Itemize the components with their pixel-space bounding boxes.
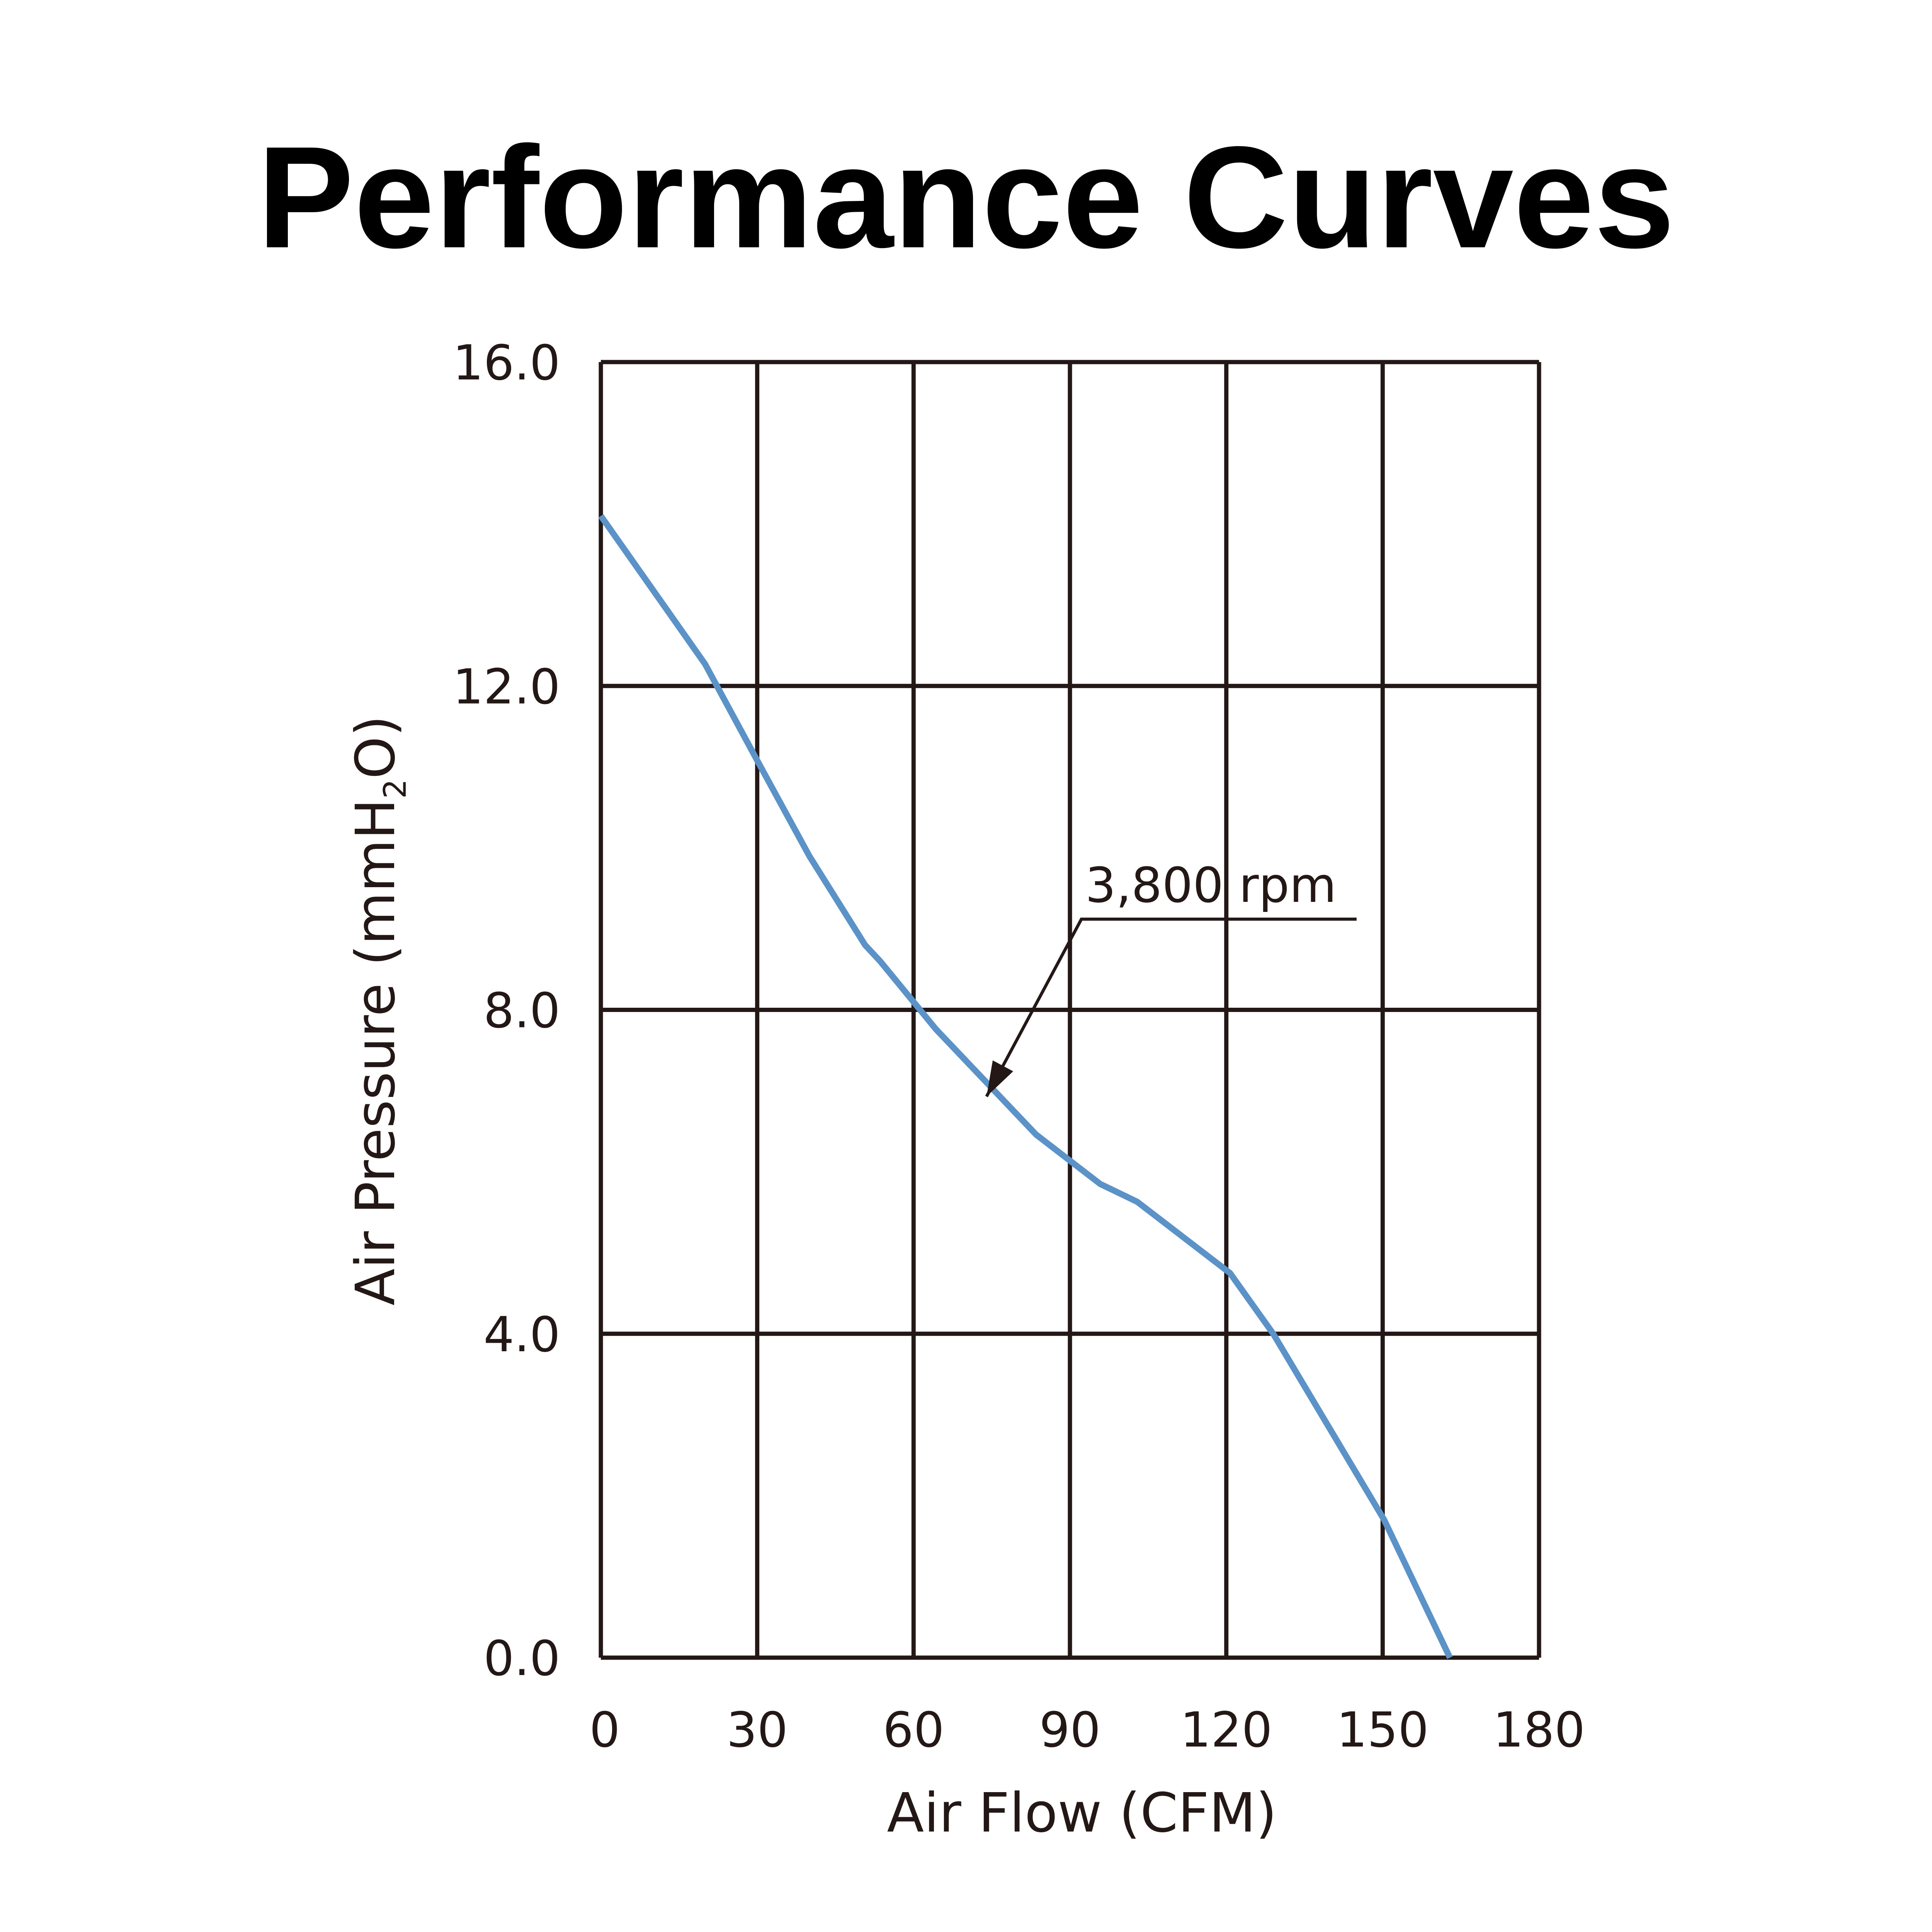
series-line-3800rpm [598,514,1453,1659]
annotation-label: 3,800 rpm [1085,857,1337,913]
x-tick-label: 60 [883,1702,944,1758]
y-tick-label: 8.0 [483,983,560,1039]
x-tick-label: 90 [1039,1702,1100,1758]
grid [599,360,1541,1660]
x-tick-label: 180 [1493,1702,1585,1758]
chart-title: Performance Curves [257,117,1675,278]
x-tick-label: 0 [589,1702,620,1758]
x-tick-label: 30 [726,1702,788,1758]
x-tick-label: 120 [1180,1702,1272,1758]
y-tick-label: 4.0 [483,1307,560,1363]
arrow-head-icon [986,1060,1014,1097]
y-tick-label: 0.0 [483,1631,560,1687]
y-axis-label: Air Pressure (mmH2O) [344,715,413,1305]
annotation: 3,800 rpm [985,857,1357,1097]
y-tick-label: 12.0 [453,659,560,715]
tick-labels: 0 30 60 90 120 150 180 0.0 4.0 8.0 12.0 16.0 [453,335,1585,1758]
y-tick-label: 16.0 [453,335,560,391]
x-axis-label: Air Flow (CFM) [887,1782,1277,1845]
annotation-leader-arrow [985,917,1357,1097]
x-tick-label: 150 [1337,1702,1429,1758]
